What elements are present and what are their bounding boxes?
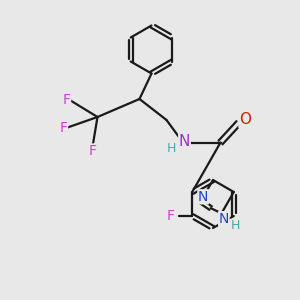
Text: N: N [198,190,208,204]
Text: H: H [167,142,176,155]
Text: F: F [166,209,174,223]
Text: N: N [179,134,190,148]
Text: N: N [219,212,229,226]
Text: O: O [239,112,251,128]
Text: F: F [62,94,70,107]
Text: F: F [89,144,97,158]
Text: F: F [59,121,68,134]
Text: H: H [230,219,240,232]
